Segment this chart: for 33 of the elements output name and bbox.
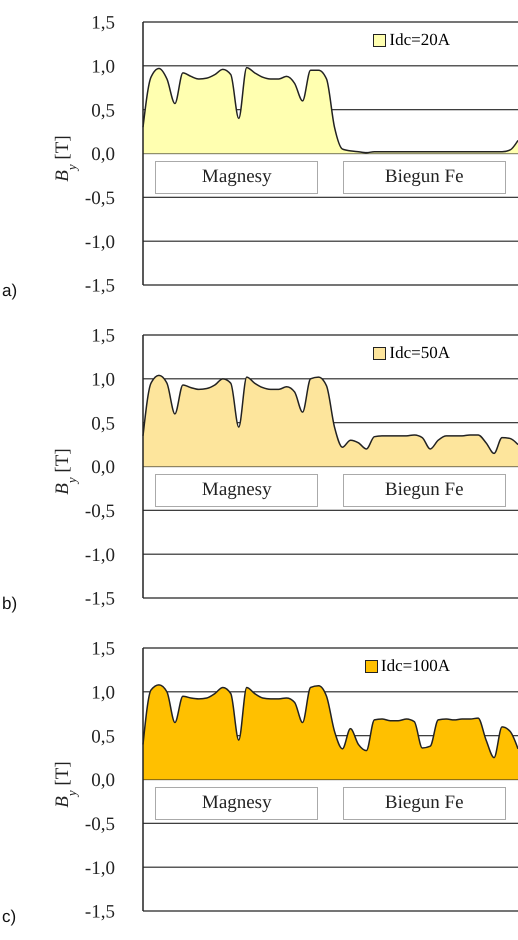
y-tick-label: -1,0 [84, 544, 115, 566]
label-frame: Biegun Fe [342, 160, 506, 194]
text: a) [2, 281, 18, 301]
y-tick-label: 1,0 [91, 56, 115, 78]
label-frame: Biegun Fe [342, 474, 506, 507]
y-tick-label: -1,5 [84, 276, 115, 297]
y-tick-label: 0,5 [91, 100, 115, 122]
label-frame: Biegun Fe [342, 786, 506, 820]
y-tick-label: 0,5 [91, 413, 115, 434]
y-tick-label: 0,0 [91, 144, 115, 166]
y-tick-label: -0,5 [84, 814, 115, 836]
y-tick-label: 1,5 [91, 638, 115, 660]
y-tick-label: -1,5 [84, 588, 115, 610]
y-tick-label: -0,5 [84, 188, 115, 210]
y-tick-label: 1,0 [91, 370, 115, 391]
y-tick-label: 1,0 [91, 682, 115, 704]
y-tick-label: 1,5 [91, 12, 115, 34]
y-tick-label: -1,5 [84, 902, 115, 923]
y-tick-label: -1,0 [84, 232, 115, 253]
label-frame: Magnesy [155, 786, 318, 820]
text: c) [2, 907, 16, 927]
legend-label: Idc=50A [389, 343, 450, 363]
y-tick-label: 0,5 [91, 726, 115, 748]
legend-label: Idc=20A [389, 30, 450, 50]
text: b) [2, 594, 18, 614]
y-tick-label: 0,0 [91, 770, 115, 792]
y-tick-label: -1,0 [84, 858, 115, 879]
label-frame: Magnesy [155, 160, 318, 194]
y-tick-label: -0,5 [84, 501, 115, 522]
legend-label: Idc=100A [380, 656, 450, 676]
label-frame: Magnesy [155, 474, 318, 507]
y-tick-label: 0,0 [91, 457, 115, 478]
y-tick-label: 1,5 [91, 326, 115, 347]
